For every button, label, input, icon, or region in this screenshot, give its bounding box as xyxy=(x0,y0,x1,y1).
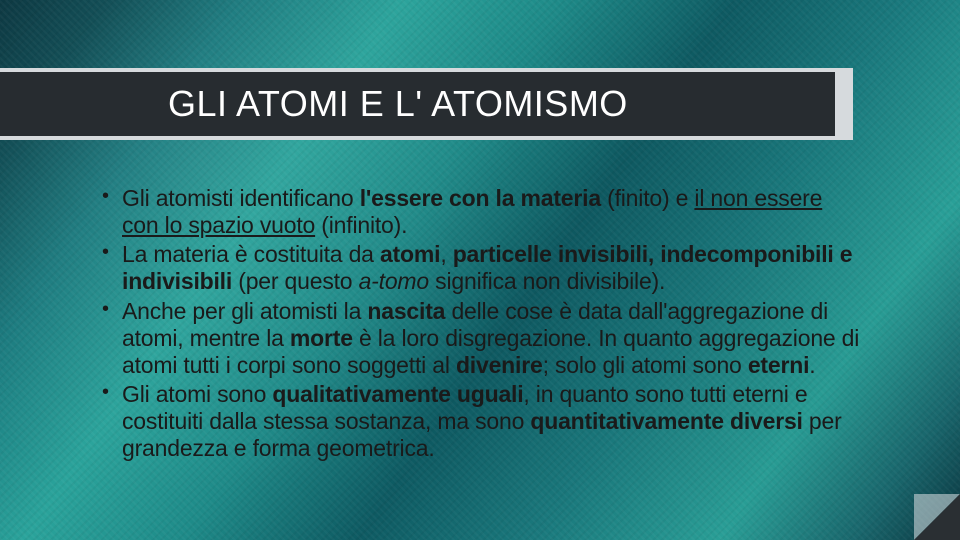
list-item: Anche per gli atomisti la nascita delle … xyxy=(100,298,860,379)
bullet-list: Gli atomisti identificano l'essere con l… xyxy=(100,185,860,462)
slide-content: Gli atomisti identificano l'essere con l… xyxy=(100,185,860,464)
list-item: Gli atomisti identificano l'essere con l… xyxy=(100,185,860,239)
list-item: Gli atomi sono qualitativamente uguali, … xyxy=(100,381,860,462)
list-item: La materia è costituita da atomi, partic… xyxy=(100,241,860,295)
slide-title: GLI ATOMI E L' ATOMISMO xyxy=(168,83,628,125)
title-bar: GLI ATOMI E L' ATOMISMO xyxy=(0,68,835,140)
corner-fold-dark xyxy=(914,494,960,540)
title-bar-cap xyxy=(835,68,853,140)
